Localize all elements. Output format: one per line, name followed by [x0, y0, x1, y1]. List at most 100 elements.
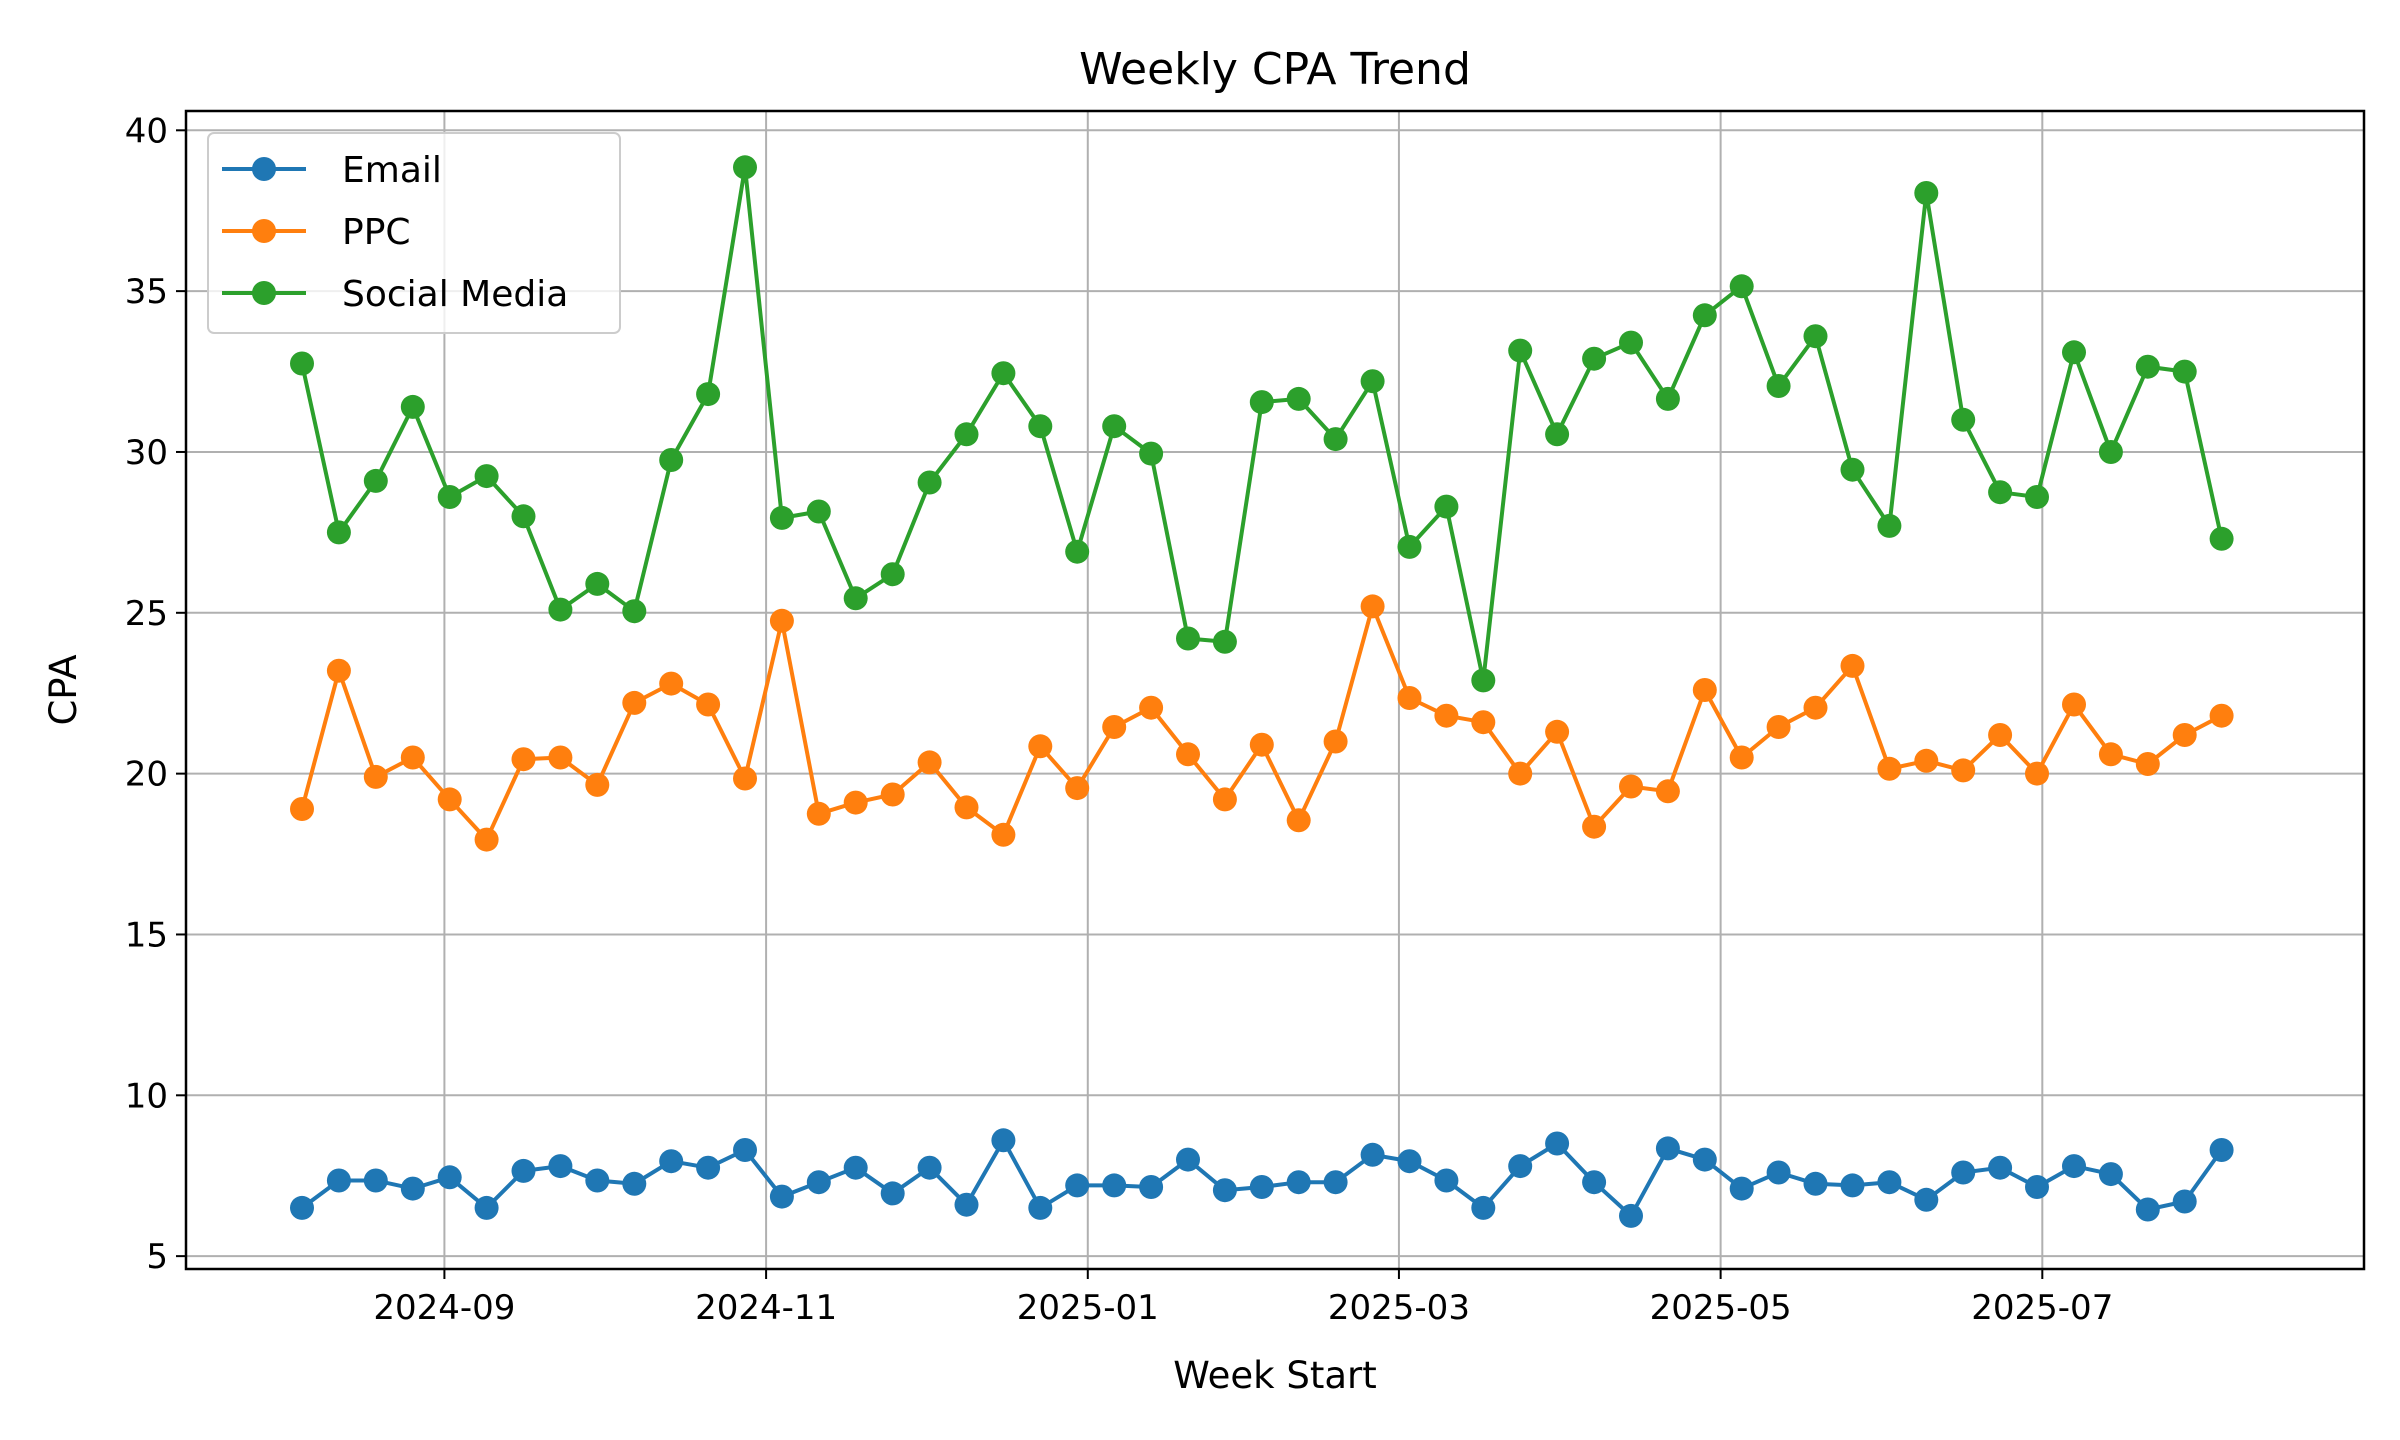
data-point-ppc [880, 782, 905, 807]
data-point-social-media [843, 586, 868, 611]
data-point-ppc [733, 766, 757, 791]
data-point-social-media [1065, 539, 1090, 564]
legend-box [207, 132, 621, 334]
data-point-ppc [1471, 710, 1496, 735]
data-point-email [474, 1195, 499, 1220]
data-point-ppc [548, 745, 573, 770]
data-point-email [2062, 1154, 2086, 1179]
data-point-email [696, 1155, 721, 1180]
data-point-email [622, 1171, 647, 1196]
data-point-email [511, 1158, 536, 1183]
data-point-email [2209, 1138, 2234, 1162]
data-point-email [1619, 1203, 1643, 1228]
legend-swatch-marker [252, 281, 276, 305]
chart-title: Weekly CPA Trend [1079, 44, 1471, 95]
data-point-ppc [363, 764, 388, 789]
series-layer [290, 155, 2234, 1228]
data-point-email [733, 1138, 757, 1162]
data-point-ppc [1360, 594, 1385, 619]
y-tick-label: 40 [125, 111, 168, 151]
data-point-email [2135, 1197, 2160, 1222]
data-point-social-media [1397, 534, 1422, 559]
data-point-email [1434, 1168, 1459, 1193]
x-tick-label: 2024-09 [373, 1288, 515, 1328]
data-point-social-media [1508, 338, 1533, 363]
legend: Email PPC Social Media [207, 132, 621, 334]
data-point-social-media [880, 562, 905, 587]
data-point-ppc [769, 608, 794, 633]
data-point-social-media [1729, 274, 1754, 299]
data-point-email [1840, 1173, 1865, 1198]
data-point-ppc [400, 745, 425, 770]
data-point-email [659, 1149, 684, 1174]
data-point-social-media [1249, 390, 1274, 415]
data-point-email [437, 1165, 462, 1190]
data-point-ppc [1249, 732, 1274, 757]
data-point-social-media [769, 505, 794, 530]
y-tick-label: 15 [125, 915, 168, 955]
data-point-ppc [2098, 742, 2123, 767]
x-tick-label: 2025-03 [1328, 1288, 1470, 1328]
series-email [290, 1128, 2234, 1228]
data-point-ppc [1840, 653, 1865, 678]
data-point-social-media [1286, 386, 1311, 411]
data-point-social-media [1102, 414, 1127, 439]
data-point-ppc [1176, 742, 1200, 767]
plot-frame [184, 109, 2366, 1271]
data-point-ppc [2135, 752, 2160, 776]
data-point-ppc [437, 787, 462, 812]
data-point-social-media [1988, 480, 2013, 505]
data-point-social-media [1840, 457, 1865, 482]
data-point-social-media [437, 485, 462, 509]
data-point-social-media [548, 597, 573, 622]
data-point-social-media [622, 599, 647, 624]
data-point-social-media [1139, 441, 1164, 466]
legend-item-ppc: PPC [222, 212, 411, 253]
data-point-social-media [2025, 485, 2049, 509]
data-point-email [769, 1184, 794, 1209]
series-social-media [290, 155, 2234, 693]
data-point-email [1212, 1178, 1237, 1203]
y-tick-label: 35 [125, 272, 168, 312]
data-point-ppc [1102, 715, 1127, 739]
data-point-social-media [917, 470, 942, 495]
data-point-email [1286, 1170, 1311, 1195]
data-point-email [1951, 1160, 1976, 1185]
legend-label: Social Media [342, 274, 568, 315]
data-point-email [880, 1181, 905, 1206]
x-axis-label: Week Start [1173, 1354, 1377, 1397]
data-point-social-media [991, 361, 1016, 386]
data-point-ppc [1655, 779, 1680, 804]
data-point-social-media [1323, 427, 1348, 452]
data-point-ppc [2172, 723, 2197, 747]
data-point-email [1065, 1173, 1090, 1198]
y-tick-label: 5 [146, 1237, 168, 1277]
data-point-ppc [1951, 758, 1976, 783]
data-point-social-media [585, 571, 610, 596]
data-point-email [917, 1155, 942, 1180]
data-point-social-media [1655, 386, 1680, 411]
data-point-social-media [474, 464, 499, 489]
data-point-email [1803, 1171, 1828, 1196]
legend-swatch-marker [252, 157, 276, 181]
data-point-email [1692, 1147, 1717, 1172]
y-tick-label: 30 [125, 433, 168, 473]
data-point-email [1397, 1149, 1422, 1174]
data-point-ppc [1803, 695, 1828, 720]
data-point-email [548, 1154, 573, 1179]
data-point-email [290, 1195, 314, 1220]
data-point-email [400, 1176, 425, 1201]
data-point-social-media [326, 520, 351, 545]
data-point-social-media [733, 155, 757, 180]
data-point-email [1545, 1131, 1570, 1156]
data-point-social-media [1176, 626, 1200, 651]
data-point-ppc [511, 747, 536, 772]
data-point-email [2172, 1189, 2197, 1214]
y-tick-label: 10 [125, 1076, 168, 1116]
data-point-social-media [1951, 407, 1976, 432]
data-point-ppc [659, 671, 684, 696]
y-tick-label: 25 [125, 594, 168, 634]
data-point-social-media [806, 499, 831, 524]
data-point-ppc [1729, 745, 1754, 770]
x-tick-label: 2025-01 [1017, 1288, 1159, 1328]
